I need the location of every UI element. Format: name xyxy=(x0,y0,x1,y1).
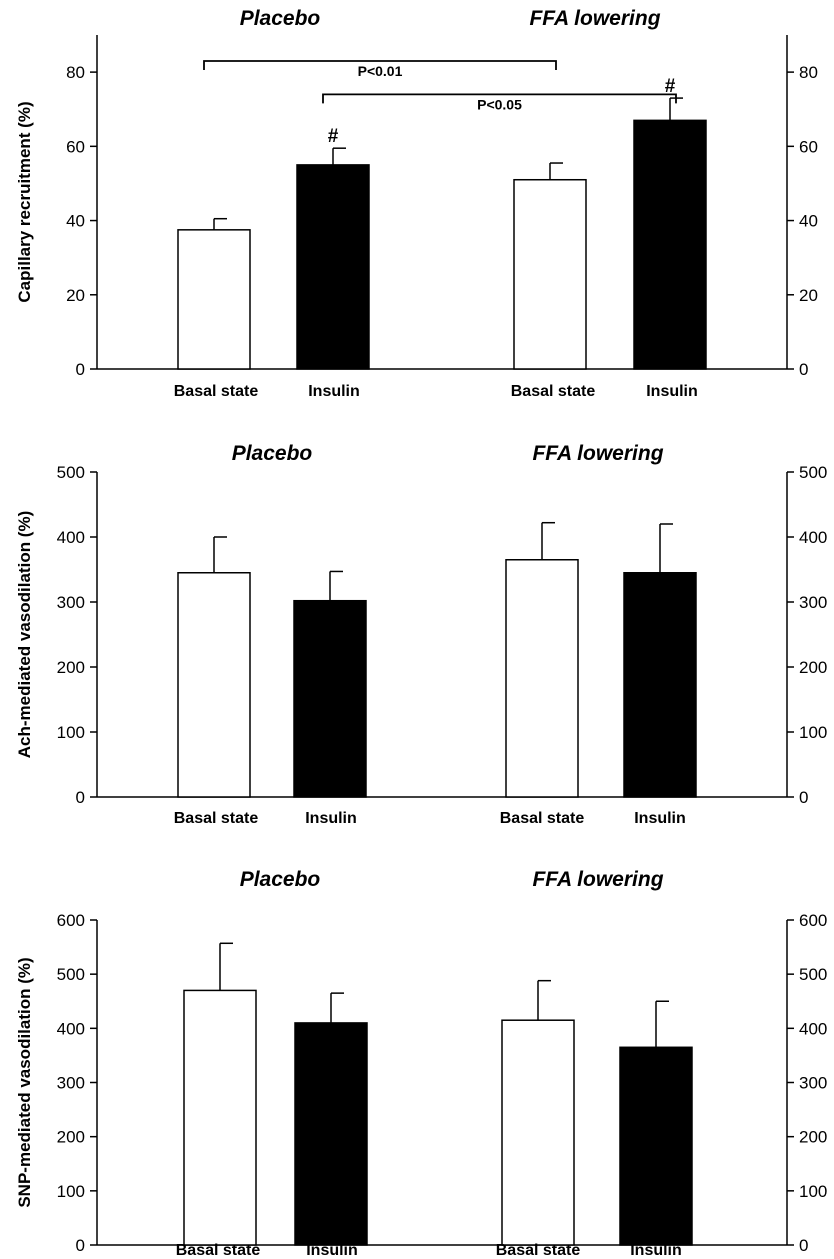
y-tick-label-left: 500 xyxy=(57,965,85,984)
group-label: Placebo xyxy=(232,442,313,465)
y-axis-label: Ach-mediated vasodilation (%) xyxy=(15,511,34,758)
y-tick-label-right: 100 xyxy=(799,1182,827,1201)
group-label: Placebo xyxy=(240,7,321,30)
y-tick-label-left: 600 xyxy=(57,911,85,930)
bar xyxy=(633,119,707,370)
y-tick-label-right: 300 xyxy=(799,593,827,612)
group-label: FFA lowering xyxy=(532,868,663,891)
y-tick-label-left: 400 xyxy=(57,528,85,547)
category-label: Basal state xyxy=(174,810,259,827)
p-value-label: P<0.01 xyxy=(358,63,403,79)
category-label: Insulin xyxy=(630,1242,682,1259)
category-label: Basal state xyxy=(500,810,585,827)
significance-marker: # xyxy=(328,126,339,147)
bar xyxy=(501,1019,575,1246)
bar xyxy=(293,599,367,798)
category-label: Insulin xyxy=(646,383,698,400)
y-tick-label-left: 200 xyxy=(57,1128,85,1147)
y-tick-label-left: 40 xyxy=(66,212,85,231)
category-label: Basal state xyxy=(176,1242,261,1259)
bar xyxy=(505,559,579,798)
group-label: FFA lowering xyxy=(532,442,663,465)
significance-bracket xyxy=(203,60,557,70)
category-label: Basal state xyxy=(511,383,596,400)
category-label: Insulin xyxy=(306,1242,358,1259)
y-tick-label-left: 100 xyxy=(57,723,85,742)
y-tick-label-left: 300 xyxy=(57,593,85,612)
bar xyxy=(296,164,370,370)
y-tick-label-left: 500 xyxy=(57,463,85,482)
bar xyxy=(177,229,251,370)
y-tick-label-right: 200 xyxy=(799,1128,827,1147)
p-value-label: P<0.05 xyxy=(477,96,522,112)
y-tick-label-left: 0 xyxy=(76,360,85,379)
y-tick-label-right: 500 xyxy=(799,463,827,482)
y-axis-label: Capillary recruitment (%) xyxy=(15,101,34,302)
y-tick-label-right: 300 xyxy=(799,1074,827,1093)
y-tick-label-right: 600 xyxy=(799,911,827,930)
y-tick-label-left: 0 xyxy=(76,788,85,807)
bar xyxy=(619,1046,693,1246)
y-tick-label-left: 300 xyxy=(57,1074,85,1093)
category-label: Basal state xyxy=(496,1242,581,1259)
y-tick-label-left: 200 xyxy=(57,658,85,677)
category-label: Insulin xyxy=(305,810,357,827)
y-tick-label-right: 80 xyxy=(799,63,818,82)
bar xyxy=(513,178,587,370)
y-tick-label-right: 20 xyxy=(799,286,818,305)
bar xyxy=(294,1022,368,1246)
y-tick-label-right: 0 xyxy=(799,360,808,379)
y-tick-label-left: 80 xyxy=(66,63,85,82)
bar xyxy=(623,572,697,798)
y-tick-label-left: 20 xyxy=(66,286,85,305)
y-tick-label-left: 60 xyxy=(66,137,85,156)
y-tick-label-right: 100 xyxy=(799,723,827,742)
category-label: Insulin xyxy=(308,383,360,400)
y-tick-label-right: 200 xyxy=(799,658,827,677)
y-tick-label-right: 0 xyxy=(799,1236,808,1255)
bar xyxy=(183,989,257,1246)
y-tick-label-right: 40 xyxy=(799,212,818,231)
group-label: FFA lowering xyxy=(529,7,660,30)
category-label: Basal state xyxy=(174,383,259,400)
y-tick-label-right: 500 xyxy=(799,965,827,984)
y-axis-label: SNP-mediated vasodilation (%) xyxy=(15,957,34,1207)
y-tick-label-left: 0 xyxy=(76,1236,85,1255)
y-tick-label-right: 0 xyxy=(799,788,808,807)
y-tick-label-left: 100 xyxy=(57,1182,85,1201)
significance-bracket xyxy=(322,93,677,104)
y-tick-label-left: 400 xyxy=(57,1019,85,1038)
category-label: Insulin xyxy=(634,810,686,827)
bar xyxy=(177,572,251,798)
group-label: Placebo xyxy=(240,868,321,891)
y-tick-label-right: 400 xyxy=(799,528,827,547)
y-tick-label-right: 60 xyxy=(799,137,818,156)
significance-marker: # xyxy=(665,76,676,97)
y-tick-label-right: 400 xyxy=(799,1019,827,1038)
